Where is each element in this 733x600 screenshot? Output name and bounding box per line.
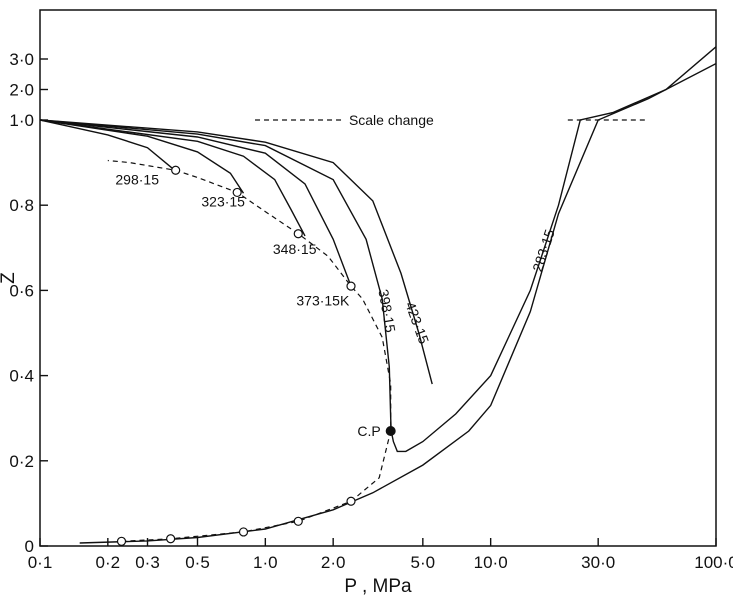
isotherm-label: 283·15	[529, 227, 558, 274]
isotherm-398·15	[40, 46, 716, 453]
saturation-marker	[346, 281, 356, 291]
y-tick-label: 0·4	[9, 367, 34, 386]
x-tick-label: 0·2	[96, 553, 121, 572]
isotherm-283·15	[79, 62, 716, 544]
isotherm-423·15	[40, 119, 433, 385]
saturation-marker	[346, 496, 356, 506]
y-tick-label: 0	[25, 537, 34, 556]
saturation-marker	[232, 187, 242, 198]
x-tick-label: 5·0	[411, 553, 436, 572]
y-tick-label: 0·8	[9, 196, 34, 215]
saturation-marker	[171, 165, 181, 175]
x-tick-label: 0·1	[28, 553, 53, 572]
saturation-curve	[107, 159, 392, 542]
y-tick-label: 1·0	[9, 111, 34, 130]
x-tick-label: 1·0	[253, 553, 278, 572]
isotherm-label: 398·15	[375, 288, 398, 334]
scale-change-label: Scale change	[349, 112, 434, 128]
isotherm-373·15K	[40, 119, 352, 287]
y-tick-label: 2·0	[9, 81, 34, 100]
y-axis-label: Z	[0, 272, 19, 284]
x-tick-label: 10·0	[474, 553, 508, 572]
y-tick-label: 0·6	[9, 281, 34, 300]
x-tick-label: 0·5	[185, 553, 210, 572]
isotherm-348·15	[40, 119, 306, 237]
x-tick-label: 100·0	[694, 553, 733, 572]
y-tick-label: 3·0	[9, 50, 34, 69]
saturation-marker	[293, 229, 303, 239]
saturation-marker	[116, 536, 127, 546]
x-tick-label: 2·0	[321, 553, 346, 572]
plot-frame	[39, 9, 717, 547]
isotherm-label: 348·15	[273, 241, 317, 257]
isotherm-298·15	[40, 119, 177, 172]
y-tick-label: 0·2	[9, 452, 34, 471]
isotherm-label: 373·15K	[296, 292, 350, 308]
critical-point-marker	[385, 425, 396, 436]
critical-point-label: C.P	[357, 423, 380, 439]
saturation-marker	[238, 527, 249, 537]
x-tick-label: 0·3	[135, 553, 160, 572]
x-tick-label: 30·0	[581, 553, 615, 572]
isotherm-323·15	[40, 119, 245, 194]
saturation-marker	[293, 516, 303, 526]
saturation-marker	[166, 534, 176, 544]
isotherm-label: 423·15	[402, 300, 432, 347]
x-axis-label: P , MPa	[344, 576, 412, 597]
isotherm-label: 323·15	[201, 193, 245, 209]
isotherm-label: 298·15	[115, 171, 159, 187]
